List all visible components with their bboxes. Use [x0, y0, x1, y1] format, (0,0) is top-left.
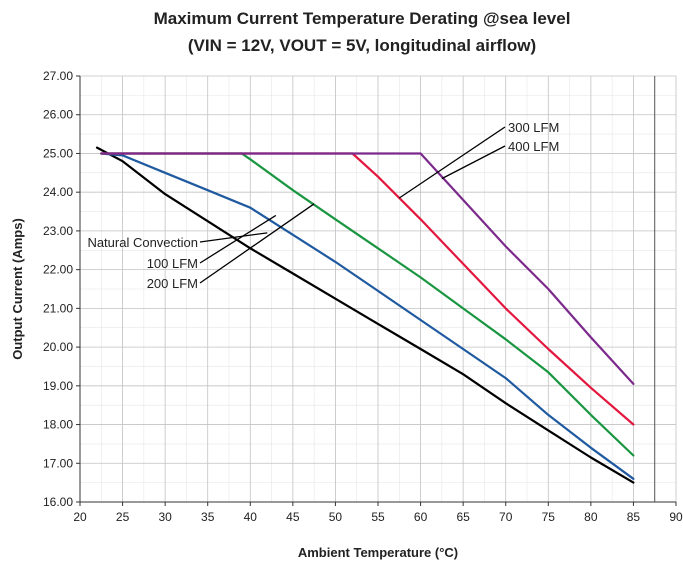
- annotation-label-0: Natural Convection: [87, 235, 198, 250]
- tick-labels: 20 25 30 35 40 45 50 55 60 65 70 75 80 85 90 16.00 17.00…: [43, 69, 683, 524]
- x-tick-label: 60: [414, 510, 428, 524]
- x-tick-label: 90: [669, 510, 683, 524]
- y-tick-label: 26.00: [43, 108, 73, 122]
- x-tick-label: 45: [286, 510, 300, 524]
- x-tick-label: 30: [158, 510, 172, 524]
- series-line-4: [100, 152, 635, 385]
- annotation-label-4: 400 LFM: [508, 139, 559, 154]
- y-tick-label: 22.00: [43, 263, 73, 277]
- x-tick-label: 80: [584, 510, 598, 524]
- x-tick-label: 25: [116, 510, 130, 524]
- x-tick-label: 85: [627, 510, 641, 524]
- x-tick-label: 40: [244, 510, 258, 524]
- chart-subtitle: (VIN = 12V, VOUT = 5V, longitudinal airf…: [188, 36, 536, 55]
- y-tick-label: 16.00: [43, 495, 73, 509]
- y-tick-label: 27.00: [43, 69, 73, 83]
- series-line-0: [95, 146, 635, 484]
- y-tick-label: 19.00: [43, 379, 73, 393]
- annotation-leader-2: [199, 203, 315, 284]
- annotation-leader-4: [441, 145, 506, 180]
- annotation-leader-1: [199, 214, 277, 264]
- annotation-label-1: 100 LFM: [147, 256, 198, 271]
- chart-title: Maximum Current Temperature Derating @se…: [154, 9, 571, 28]
- y-tick-label: 20.00: [43, 340, 73, 354]
- x-axis-label: Ambient Temperature (°C): [298, 545, 458, 560]
- annotation-layer: Natural Convection 100 LFM 200 LFM 300 LFM 4…: [87, 120, 559, 291]
- annotation-label-3: 300 LFM: [508, 120, 559, 135]
- y-axis-label: Output Current (Amps): [10, 218, 25, 360]
- annotation-leader-3: [398, 126, 506, 199]
- y-tick-label: 18.00: [43, 418, 73, 432]
- x-tick-label: 75: [542, 510, 556, 524]
- y-tick-label: 24.00: [43, 185, 73, 199]
- series-line-1: [100, 152, 635, 480]
- y-tick-label: 21.00: [43, 301, 73, 315]
- annotation-leader-0: [199, 232, 268, 243]
- x-tick-label: 35: [201, 510, 215, 524]
- x-tick-label: 70: [499, 510, 513, 524]
- x-tick-label: 55: [371, 510, 385, 524]
- series-line-3: [100, 152, 635, 426]
- series-line-2: [100, 152, 635, 457]
- x-tick-label: 20: [73, 510, 87, 524]
- y-tick-label: 17.00: [43, 456, 73, 470]
- y-tick-label: 23.00: [43, 224, 73, 238]
- y-tick-label: 25.00: [43, 146, 73, 160]
- x-tick-label: 50: [329, 510, 343, 524]
- grid-layer: [79, 75, 677, 503]
- series-layer: [95, 146, 635, 484]
- x-tick-label: 65: [456, 510, 470, 524]
- annotation-label-2: 200 LFM: [147, 276, 198, 291]
